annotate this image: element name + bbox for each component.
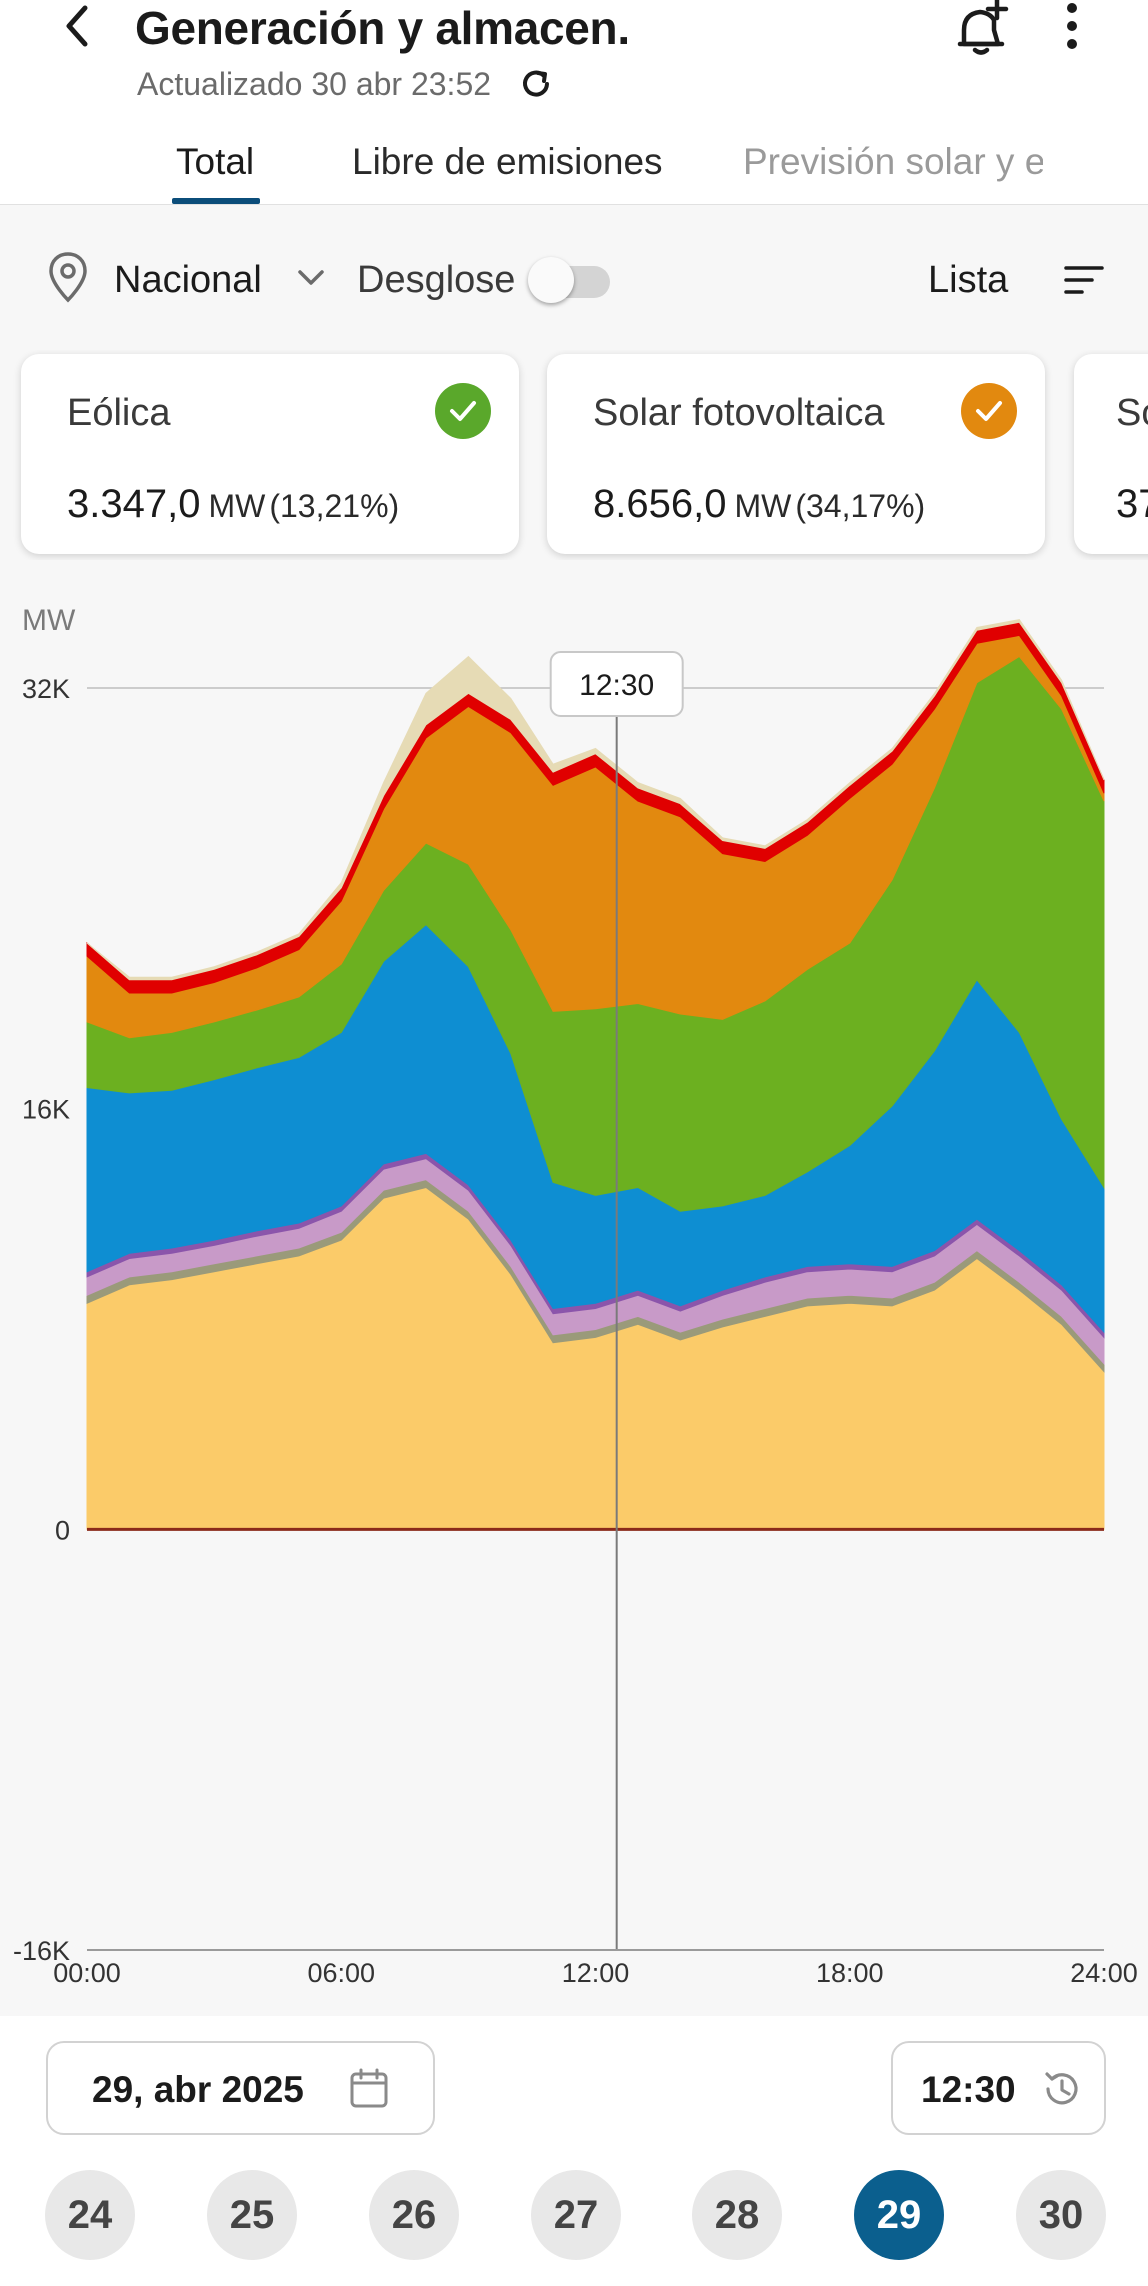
calendar-icon [350,2068,388,2108]
x-tick-label: 06:00 [307,1958,375,1988]
desglose-label: Desglose [357,259,516,301]
region-selector[interactable]: Nacional [114,259,262,301]
x-tick-label: 24:00 [1070,1958,1138,1988]
source-name: Solar fotovoltaica [593,392,885,434]
time-value: 12:30 [921,2069,1016,2110]
check-icon[interactable] [961,383,1017,439]
refresh-icon [523,70,549,97]
day-chip-30[interactable]: 30 [1016,2170,1106,2260]
source-value: 37 [1116,482,1148,526]
y-unit-label: MW [22,604,76,637]
source-card-solar-fotovoltaica[interactable]: Solar fotovoltaica 8.656,0 MW (34,17%) [547,354,1045,554]
desglose-toggle[interactable] [528,256,612,304]
location-pin-icon [49,252,87,303]
time-cursor-label: 12:30 [579,669,654,702]
bell-plus-icon [957,0,1009,55]
x-tick-label: 12:00 [562,1958,630,1988]
generation-chart[interactable]: MW 32K 16K 0 -16K 00:00 06:00 12:00 18:00 24:00 12… [0,590,1148,2010]
list-sort-icon[interactable] [1062,260,1106,300]
x-tick-label: 18:00 [816,1958,884,1988]
more-vertical-icon [1067,3,1077,49]
refresh-button[interactable] [512,60,560,108]
chevron-down-icon[interactable] [294,260,328,296]
area-series-9 [86,619,1105,981]
app-header: Generación y almacen. Actualizado 30 abr… [0,0,1148,205]
y-tick-label: -16K [13,1936,70,1966]
source-name: So [1116,392,1148,434]
chevron-left-icon [66,5,88,47]
y-tick-label: 0 [55,1515,70,1545]
day-chip-25[interactable]: 25 [207,2170,297,2260]
day-chip-26[interactable]: 26 [369,2170,459,2260]
date-picker-field[interactable]: 29, abr 2025 [46,2041,435,2135]
list-view-button[interactable]: Lista [928,259,1009,301]
date-time-panel: 29, abr 2025 12:30 24 25 26 27 28 29 30 [0,2016,1148,2286]
check-icon[interactable] [435,383,491,439]
add-alert-button[interactable] [946,0,1018,58]
last-updated-text: Actualizado 30 abr 23:52 [137,66,492,102]
time-cursor-badge [549,651,684,717]
more-options-button[interactable] [1050,0,1094,58]
day-chip-29[interactable]: 29 [854,2170,944,2260]
time-picker-field[interactable]: 12:30 [891,2041,1106,2135]
history-icon [1045,2072,1078,2105]
page-title: Generación y almacen. [135,2,630,54]
source-card-partial[interactable]: So 37 [1074,354,1148,554]
y-tick-label: 32K [22,674,70,704]
y-tick-label: 16K [22,1095,70,1125]
active-tab-indicator [172,198,260,204]
date-value: 29, abr 2025 [92,2069,304,2110]
tab-libre-de-emisiones[interactable]: Libre de emisiones [352,141,663,182]
source-value: 3.347,0 MW (13,21%) [67,482,400,526]
filter-bar: Nacional Desglose Lista [0,242,1148,318]
x-tick-label: 00:00 [53,1958,121,1988]
tab-total[interactable]: Total [176,141,255,182]
day-chip-28[interactable]: 28 [692,2170,782,2260]
day-chip-24[interactable]: 24 [45,2170,135,2260]
source-card-eolica[interactable]: Eólica 3.347,0 MW (13,21%) [21,354,519,554]
source-value: 8.656,0 MW (34,17%) [593,482,926,526]
tab-prevision-solar[interactable]: Previsión solar y e [743,141,1043,182]
source-cards: Eólica 3.347,0 MW (13,21%) Solar fotovolta… [0,350,1148,560]
day-chip-27[interactable]: 27 [531,2170,621,2260]
source-name: Eólica [67,392,171,434]
toggle-knob [528,257,574,303]
back-button[interactable] [52,0,104,52]
